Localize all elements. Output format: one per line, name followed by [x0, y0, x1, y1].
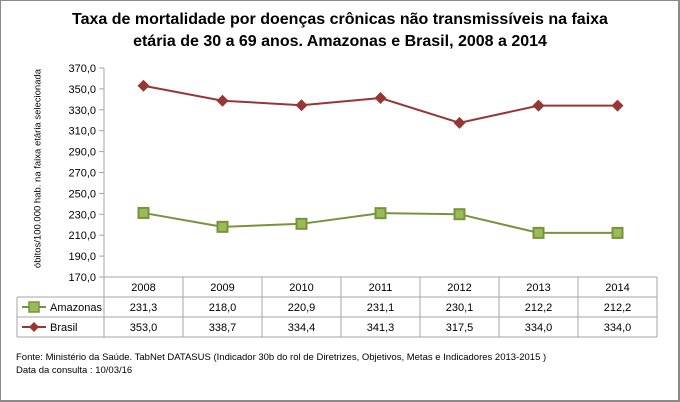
- table-cell-value: 317,5: [446, 322, 474, 334]
- y-tick-label: 330,0: [68, 105, 96, 117]
- legend-label-brasil: Brasil: [50, 322, 78, 334]
- chart-title: Taxa de mortalidade por doenças crônicas…: [60, 9, 620, 53]
- data-point-amazonas: [216, 220, 229, 233]
- data-point-brasil: [374, 91, 387, 104]
- data-point-brasil: [611, 99, 624, 112]
- y-tick-label: 210,0: [68, 230, 96, 242]
- y-tick-label: 190,0: [68, 251, 96, 263]
- x-tick-label: 2008: [131, 282, 155, 294]
- table-cell-value: 220,9: [288, 302, 316, 314]
- y-tick-label: 170,0: [68, 272, 96, 284]
- data-point-brasil: [295, 99, 308, 112]
- source-note: Fonte: Ministério da Saúde. TabNet DATAS…: [16, 352, 547, 363]
- legend-label-amazonas: Amazonas: [50, 302, 102, 314]
- table-cell-value: 218,0: [209, 302, 237, 314]
- data-point-brasil: [216, 94, 229, 107]
- data-point-amazonas: [611, 226, 624, 239]
- data-point-amazonas: [532, 226, 545, 239]
- table-cell-value: 212,2: [604, 302, 632, 314]
- data-point-amazonas: [295, 217, 308, 230]
- x-tick-label: 2011: [369, 282, 393, 294]
- query-date: Data da consulta : 10/03/16: [16, 365, 133, 376]
- data-point-brasil: [137, 79, 150, 92]
- legend-marker-amazonas: [28, 301, 40, 313]
- y-tick-label: 370,0: [68, 63, 96, 75]
- y-tick-label: 290,0: [68, 147, 96, 159]
- x-tick-label: 2012: [447, 282, 471, 294]
- table-cell-value: 334,4: [288, 322, 316, 334]
- table-cell-value: 334,0: [525, 322, 553, 334]
- x-tick-label: 2014: [605, 282, 629, 294]
- y-tick-label: 250,0: [68, 188, 96, 200]
- y-tick-label: 230,0: [68, 209, 96, 221]
- x-tick-label: 2010: [289, 282, 313, 294]
- table-cell-value: 334,0: [604, 322, 632, 334]
- y-tick-label: 270,0: [68, 168, 96, 180]
- table-cell-value: 338,7: [209, 322, 237, 334]
- table-cell-value: 230,1: [446, 302, 474, 314]
- legend-marker-brasil: [29, 322, 39, 332]
- chart-title-line-2: etária de 30 a 69 anos. Amazonas e Brasi…: [133, 33, 547, 50]
- chart-footer: Fonte: Ministério da Saúde. TabNet DATAS…: [16, 351, 546, 377]
- x-tick-label: 2013: [526, 282, 550, 294]
- y-tick-label: 350,0: [68, 84, 96, 96]
- table-cell-value: 353,0: [130, 322, 158, 334]
- y-tick-label: 310,0: [68, 126, 96, 138]
- table-cell-value: 231,3: [130, 302, 158, 314]
- table-cell-value: 231,1: [367, 302, 395, 314]
- chart-title-line-1: Taxa de mortalidade por doenças crônicas…: [72, 11, 608, 28]
- data-point-amazonas: [374, 207, 387, 220]
- data-point-brasil: [453, 116, 466, 129]
- data-point-amazonas: [137, 206, 150, 219]
- series-line-brasil: [143, 84, 618, 124]
- x-tick-label: 2009: [210, 282, 234, 294]
- table-cell-value: 212,2: [525, 302, 553, 314]
- data-point-amazonas: [453, 208, 466, 221]
- data-point-brasil: [532, 99, 545, 112]
- table-cell-value: 341,3: [367, 322, 395, 334]
